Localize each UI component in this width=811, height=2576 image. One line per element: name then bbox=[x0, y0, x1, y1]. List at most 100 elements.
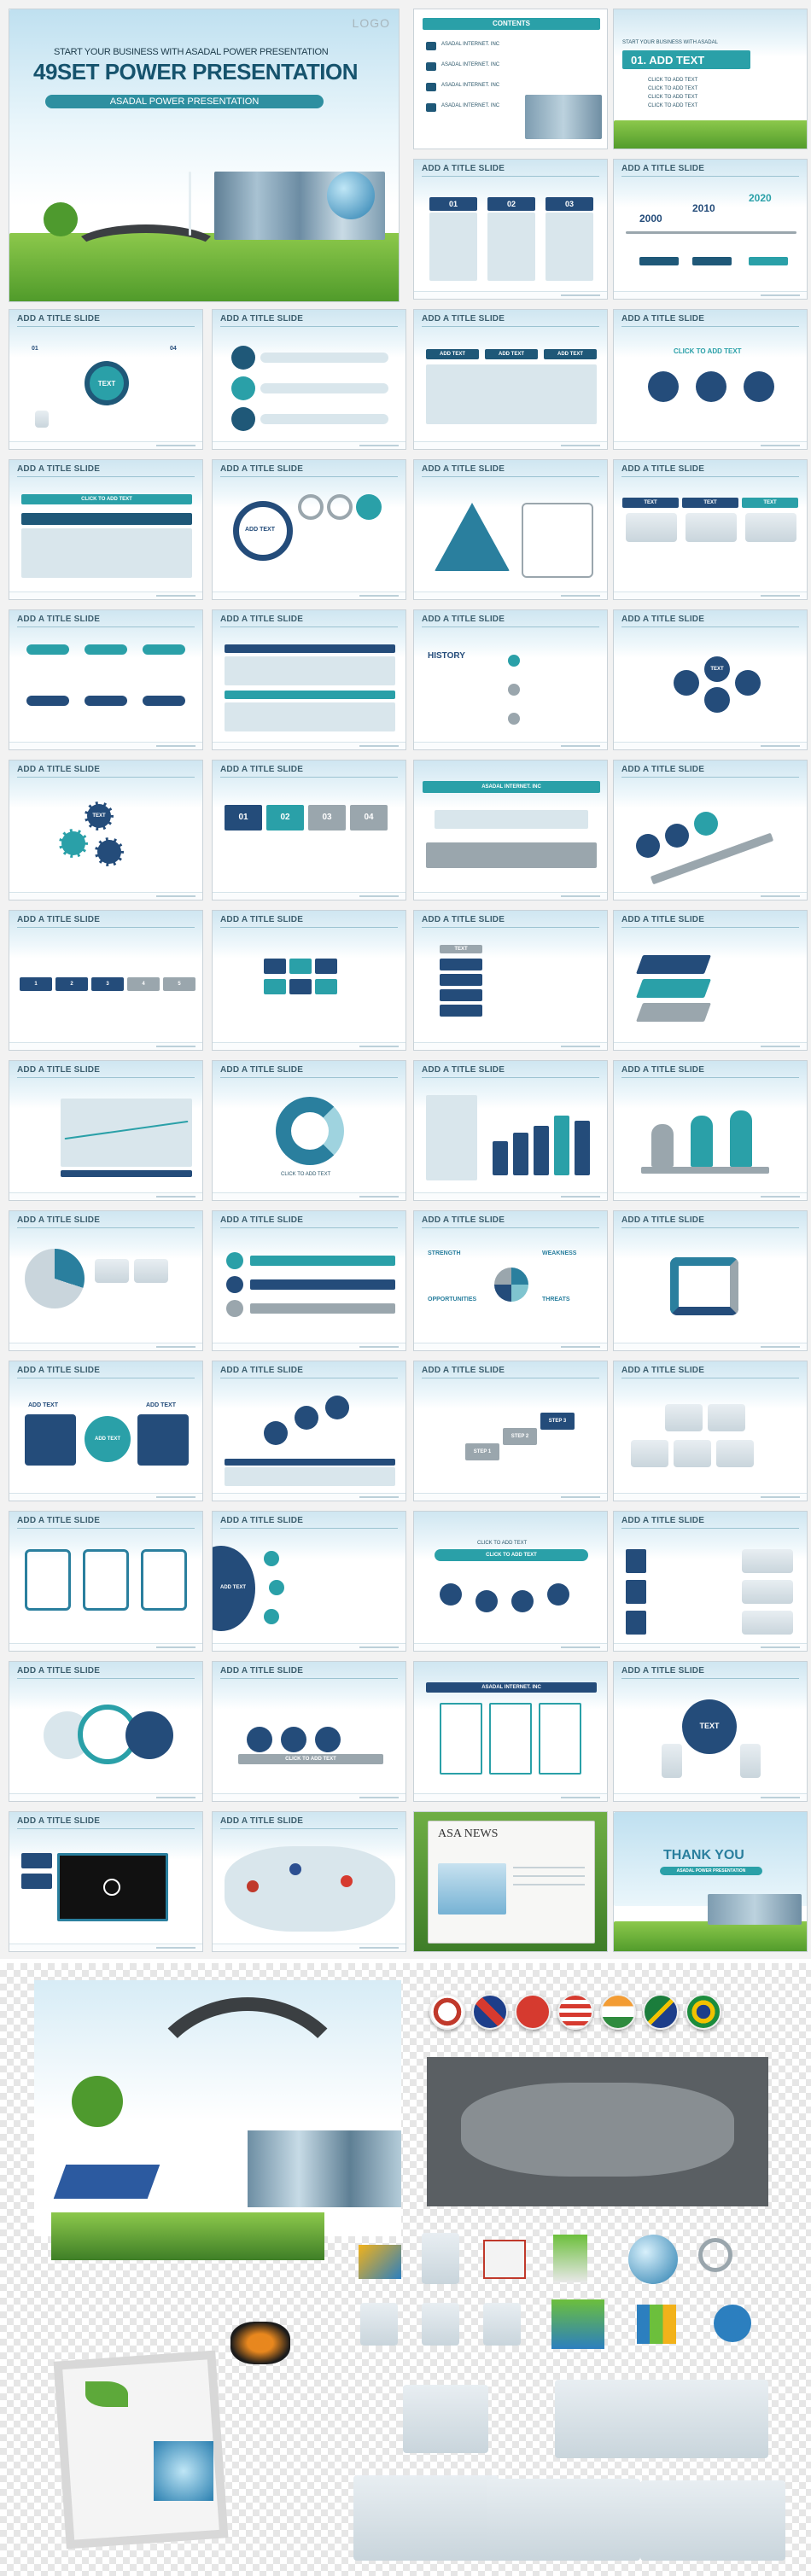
history-label: HISTORY bbox=[428, 651, 465, 661]
slide-title: ADD A TITLE SLIDE bbox=[621, 1666, 705, 1676]
slide-table-grid[interactable]: ADD A TITLE SLIDE CLICK TO ADD TEXT bbox=[9, 459, 203, 600]
circle-2 bbox=[696, 371, 726, 402]
slide-photo-circles[interactable]: ADD A TITLE SLIDE ADD TEXT ADD TEXT ADD … bbox=[9, 1361, 203, 1501]
slide-sky bbox=[9, 1662, 202, 1710]
section-heading: 01. ADD TEXT bbox=[631, 54, 705, 67]
slide-arrow-circles[interactable]: ADD A TITLE SLIDE bbox=[613, 760, 808, 900]
photo-frame-right bbox=[137, 1414, 189, 1466]
slide-donut-chart[interactable]: ADD A TITLE SLIDE CLICK TO ADD TEXT bbox=[212, 1060, 406, 1201]
num-box-3-label: 03 bbox=[322, 813, 332, 822]
arrow-circle-3 bbox=[694, 812, 718, 836]
slide-pie-photos[interactable]: ADD A TITLE SLIDE bbox=[9, 1210, 203, 1351]
slide-icon-list[interactable]: ADD A TITLE SLIDE bbox=[212, 1210, 406, 1351]
title-underline bbox=[422, 326, 599, 327]
flag-pin-1 bbox=[247, 1880, 259, 1892]
slide-history[interactable]: ADD A TITLE SLIDE HISTORY bbox=[413, 609, 608, 750]
section-bullet-2: CLICK TO ADD TEXT bbox=[648, 86, 698, 91]
person-icon bbox=[35, 411, 49, 428]
slide-curve-circles[interactable]: ADD A TITLE SLIDE bbox=[212, 1361, 406, 1501]
contents-slide[interactable]: CONTENTS ASADAL INTERNET. INC ASADAL INT… bbox=[413, 9, 608, 149]
slide-world-map-flags[interactable]: ADD A TITLE SLIDE bbox=[212, 1811, 406, 1952]
gallery-photo-3 bbox=[631, 1440, 668, 1467]
globe-icon bbox=[327, 172, 375, 219]
photo-people-3 bbox=[745, 513, 796, 542]
slide-footer bbox=[614, 592, 807, 599]
slide-icon-cards[interactable]: ADD A TITLE SLIDE bbox=[9, 1511, 203, 1652]
slide-cylinder-bars[interactable]: ADD A TITLE SLIDE bbox=[613, 1060, 808, 1201]
icon-card-3 bbox=[141, 1549, 187, 1611]
slide-arch-circles[interactable]: CLICK TO ADD TEXT CLICK TO ADD TEXT bbox=[413, 1511, 608, 1652]
slide-step-blocks[interactable]: ADD A TITLE SLIDE STEP 1 STEP 2 STEP 3 bbox=[413, 1361, 608, 1501]
photo-circle-right-label: ADD TEXT bbox=[146, 1402, 176, 1408]
slide-timeline-years[interactable]: ADD A TITLE SLIDE 2000 2010 2020 bbox=[613, 159, 808, 300]
bar-3 bbox=[534, 1126, 549, 1175]
slide-photo-rows[interactable]: ADD A TITLE SLIDE bbox=[613, 1511, 808, 1652]
slide-half-circle-text[interactable]: ADD A TITLE SLIDE ADD TEXT bbox=[212, 1511, 406, 1652]
title-underline bbox=[17, 1528, 195, 1529]
bar-4 bbox=[554, 1116, 569, 1175]
slide-title: ADD A TITLE SLIDE bbox=[621, 765, 705, 774]
column-body-3 bbox=[546, 213, 593, 281]
slide-line-chart[interactable]: ADD A TITLE SLIDE bbox=[9, 1060, 203, 1201]
arch-circle-3 bbox=[511, 1590, 534, 1612]
slide-circle-cluster[interactable]: ADD A TITLE SLIDE TEXT bbox=[613, 609, 808, 750]
slide-footer bbox=[614, 1192, 807, 1200]
slide-add-text-cards[interactable]: ASADAL INTERNET. INC bbox=[413, 1661, 608, 1802]
slide-people-circle[interactable]: ADD A TITLE SLIDE TEXT bbox=[613, 1661, 808, 1802]
slide-footer bbox=[9, 742, 202, 749]
slide-ring-chevrons[interactable]: ADD A TITLE SLIDE bbox=[9, 1661, 203, 1802]
slide-footer bbox=[414, 1042, 607, 1050]
slide-gear-circles[interactable]: ADD A TITLE SLIDE ADD TEXT bbox=[212, 459, 406, 600]
slide-puzzle-grid[interactable]: ADD A TITLE SLIDE bbox=[212, 910, 406, 1051]
slide-three-circles-base[interactable]: ADD A TITLE SLIDE CLICK TO ADD TEXT bbox=[212, 1661, 406, 1802]
cover-brand-bar: ASADAL POWER PRESENTATION bbox=[45, 95, 324, 108]
slide-bar-chart[interactable]: ADD A TITLE SLIDE bbox=[413, 1060, 608, 1201]
list-head-label: TEXT bbox=[454, 947, 468, 952]
history-dot-3 bbox=[508, 713, 520, 725]
section-slide[interactable]: START YOUR BUSINESS WITH ASADAL 01. ADD … bbox=[613, 9, 808, 149]
slide-sky bbox=[614, 610, 807, 658]
thanks-bar-label: ASADAL POWER PRESENTATION bbox=[676, 1868, 746, 1874]
slide-layer-stack[interactable]: ADD A TITLE SLIDE bbox=[613, 910, 808, 1051]
title-underline bbox=[621, 777, 799, 778]
slide-data-table[interactable]: ADD A TITLE SLIDE bbox=[212, 609, 406, 750]
icon-bullet-1 bbox=[226, 1252, 243, 1269]
bottom-table-head bbox=[225, 1459, 395, 1466]
slide-stacked-circles[interactable]: ADD A TITLE SLIDE bbox=[212, 309, 406, 450]
slide-video-player[interactable]: ADD A TITLE SLIDE bbox=[9, 1811, 203, 1952]
title-underline bbox=[422, 927, 599, 928]
arrow-circle-1 bbox=[636, 834, 660, 858]
people-circle bbox=[682, 1699, 737, 1754]
slide-gear-buttons[interactable]: ADD A TITLE SLIDE TEXT bbox=[9, 760, 203, 900]
slide-photo-arrows[interactable]: ADD A TITLE SLIDE TEXT TEXT TEXT bbox=[613, 459, 808, 600]
corner-label-4: 04 bbox=[170, 346, 177, 352]
slide-four-numbers[interactable]: ADD A TITLE SLIDE 01 02 03 04 bbox=[212, 760, 406, 900]
butterfly-icon bbox=[230, 2322, 290, 2364]
cluster-circle-3 bbox=[704, 687, 730, 713]
slide-pyramid[interactable]: ADD A TITLE SLIDE bbox=[413, 459, 608, 600]
slide-step-numbers[interactable]: ADD A TITLE SLIDE 1 2 3 4 5 bbox=[9, 910, 203, 1051]
slide-news[interactable]: ASA NEWS bbox=[413, 1811, 608, 1952]
slide-footer bbox=[9, 1192, 202, 1200]
cover-slide[interactable]: LOGO START YOUR BUSINESS WITH ASADAL POW… bbox=[9, 9, 400, 302]
gear-2 bbox=[59, 829, 88, 858]
slide-swot[interactable]: ADD A TITLE SLIDE STRENGTH WEAKNESS OPPO… bbox=[413, 1210, 608, 1351]
table-banner bbox=[21, 494, 192, 504]
slide-circle-diagram[interactable]: ADD A TITLE SLIDE TEXT 01 04 bbox=[9, 309, 203, 450]
slide-thank-you[interactable]: THANK YOU ASADAL POWER PRESENTATION bbox=[613, 1811, 808, 1952]
circle-3 bbox=[744, 371, 774, 402]
slide-cycle-arrows[interactable]: ADD A TITLE SLIDE bbox=[613, 1210, 808, 1351]
title-underline bbox=[220, 1528, 398, 1529]
base-circle-1 bbox=[247, 1727, 272, 1752]
slide-add-text-grid[interactable]: ADD A TITLE SLIDE bbox=[9, 609, 203, 750]
slide-click-to-add-circles[interactable]: ADD A TITLE SLIDE CLICK TO ADD TEXT bbox=[613, 309, 808, 450]
slide-text-list[interactable]: ADD A TITLE SLIDE TEXT bbox=[413, 910, 608, 1051]
cylinder-1 bbox=[651, 1124, 674, 1167]
slide-photo-gallery[interactable]: ADD A TITLE SLIDE bbox=[613, 1361, 808, 1501]
title-underline bbox=[621, 1077, 799, 1078]
step-block-3 bbox=[540, 1413, 575, 1430]
slide-banner-chevrons[interactable]: ASADAL INTERNET. INC bbox=[413, 760, 608, 900]
slide-add-text-tabs[interactable]: ADD A TITLE SLIDE ADD TEXT ADD TEXT ADD … bbox=[413, 309, 608, 450]
slide-numbered-columns[interactable]: ADD A TITLE SLIDE 01 02 03 bbox=[413, 159, 608, 300]
stack-circle-2 bbox=[231, 376, 255, 400]
